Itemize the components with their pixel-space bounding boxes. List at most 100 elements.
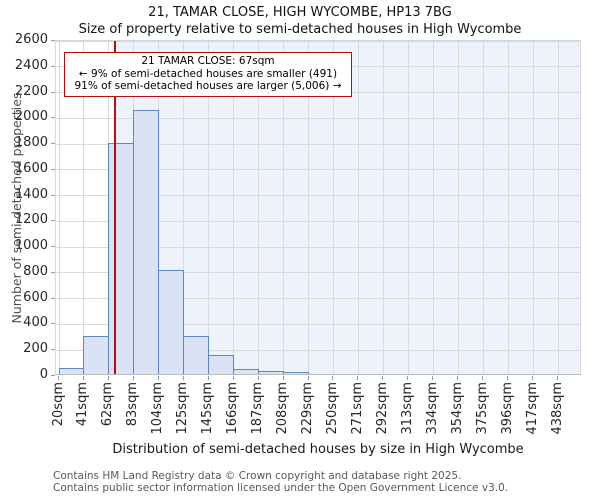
annotation-line-3: 91% of semi-detached houses are larger (… <box>74 80 342 92</box>
v-gridline <box>58 41 60 374</box>
h-gridline <box>56 117 580 119</box>
x-tick-mark <box>482 376 484 380</box>
x-tick-label: 313sqm <box>399 382 415 435</box>
chart-title: 21, TAMAR CLOSE, HIGH WYCOMBE, HP13 7BG <box>148 5 452 20</box>
y-tick-mark <box>51 117 55 119</box>
y-tick-label: 2600 <box>14 32 48 47</box>
x-tick-mark <box>58 376 59 380</box>
y-tick-mark <box>51 297 55 299</box>
y-tick-mark <box>51 40 55 41</box>
x-tick-label: 145sqm <box>200 382 216 435</box>
y-tick-mark <box>51 349 55 351</box>
annotation-line-1: 21 TAMAR CLOSE: 67sqm <box>141 55 275 67</box>
x-tick-mark <box>207 376 209 380</box>
y-tick-mark <box>51 246 55 248</box>
y-tick-mark <box>51 271 55 273</box>
y-tick-label: 400 <box>23 315 48 331</box>
plot-area: 21 TAMAR CLOSE: 67sqm ← 9% of semi-detac… <box>55 40 581 375</box>
histogram-bar <box>58 367 85 374</box>
y-tick-mark <box>51 220 55 222</box>
v-gridline <box>208 41 210 374</box>
shaded-region-right-of-marker <box>115 41 580 374</box>
x-tick-mark <box>307 376 309 380</box>
h-gridline <box>56 323 580 325</box>
v-gridline <box>557 41 559 374</box>
footer: Contains HM Land Registry data © Crown c… <box>53 470 509 494</box>
x-tick-mark <box>432 376 434 380</box>
x-tick-label: 104sqm <box>150 382 166 435</box>
footer-line-2: Contains public sector information licen… <box>53 481 509 494</box>
x-tick-mark <box>507 376 509 380</box>
histogram-bar <box>283 372 309 374</box>
v-gridline <box>233 41 235 374</box>
v-gridline <box>407 41 409 374</box>
y-tick-label: 1800 <box>14 135 48 151</box>
y-tick-label: 1600 <box>14 160 48 176</box>
histogram-bar <box>258 370 285 374</box>
x-tick-mark <box>257 376 259 380</box>
y-tick-mark <box>51 194 55 196</box>
v-gridline <box>507 41 509 374</box>
x-tick-mark <box>532 376 534 380</box>
v-gridline <box>532 41 534 374</box>
y-axis-title: Number of semi-detached properties <box>9 92 24 323</box>
h-gridline <box>56 143 580 145</box>
x-tick-mark <box>182 376 184 380</box>
h-gridline <box>56 298 580 300</box>
x-tick-mark <box>82 376 84 380</box>
x-tick-mark <box>557 376 558 380</box>
x-axis-title: Distribution of semi-detached houses by … <box>112 442 524 457</box>
v-gridline <box>432 41 434 374</box>
y-tick-label: 2400 <box>14 57 48 73</box>
y-tick-mark <box>51 65 55 67</box>
v-gridline <box>382 41 384 374</box>
footer-line-1: Contains HM Land Registry data © Crown c… <box>53 470 462 482</box>
y-tick-mark <box>51 168 55 170</box>
h-gridline <box>56 349 580 351</box>
v-gridline <box>283 41 285 374</box>
h-gridline <box>56 195 580 197</box>
x-tick-mark <box>132 376 134 380</box>
x-tick-label: 20sqm <box>50 382 66 427</box>
y-tick-label: 1400 <box>14 186 48 202</box>
annotation-line-2: ← 9% of semi-detached houses are smaller… <box>78 67 338 80</box>
histogram-bar <box>108 143 135 374</box>
histogram-bar <box>183 336 210 374</box>
histogram-bar <box>208 354 235 374</box>
v-gridline <box>482 41 484 374</box>
chart-subtitle: Size of property relative to semi-detach… <box>78 22 522 37</box>
y-tick-mark <box>51 375 55 376</box>
property-size-marker-line <box>114 41 117 374</box>
y-tick-mark <box>51 143 55 145</box>
x-tick-label: 396sqm <box>499 382 515 435</box>
x-tick-label: 417sqm <box>524 382 540 435</box>
y-tick-label: 800 <box>23 263 48 279</box>
x-tick-label: 187sqm <box>250 382 266 435</box>
y-tick-label: 2000 <box>14 109 48 125</box>
v-gridline <box>332 41 334 374</box>
x-tick-label: 83sqm <box>125 382 141 427</box>
x-tick-label: 166sqm <box>225 382 241 435</box>
y-tick-label: 0 <box>39 367 48 382</box>
x-tick-label: 229sqm <box>300 382 315 435</box>
y-tick-label: 1000 <box>14 238 48 254</box>
x-tick-mark <box>457 376 459 380</box>
x-tick-mark <box>357 376 359 380</box>
x-tick-label: 62sqm <box>100 382 116 427</box>
y-tick-label: 600 <box>23 289 48 305</box>
x-tick-label: 292sqm <box>374 382 390 435</box>
h-gridline <box>56 272 580 274</box>
v-gridline <box>308 41 309 374</box>
x-tick-label: 438sqm <box>549 382 565 435</box>
x-tick-mark <box>232 376 234 380</box>
v-gridline <box>83 41 85 374</box>
y-tick-label: 2200 <box>14 83 48 99</box>
x-tick-label: 250sqm <box>324 382 340 435</box>
y-tick-mark <box>51 91 55 93</box>
histogram-bar <box>83 336 110 374</box>
v-gridline <box>183 41 185 374</box>
x-tick-mark <box>107 376 109 380</box>
x-tick-mark <box>157 376 159 380</box>
h-gridline <box>56 40 580 42</box>
